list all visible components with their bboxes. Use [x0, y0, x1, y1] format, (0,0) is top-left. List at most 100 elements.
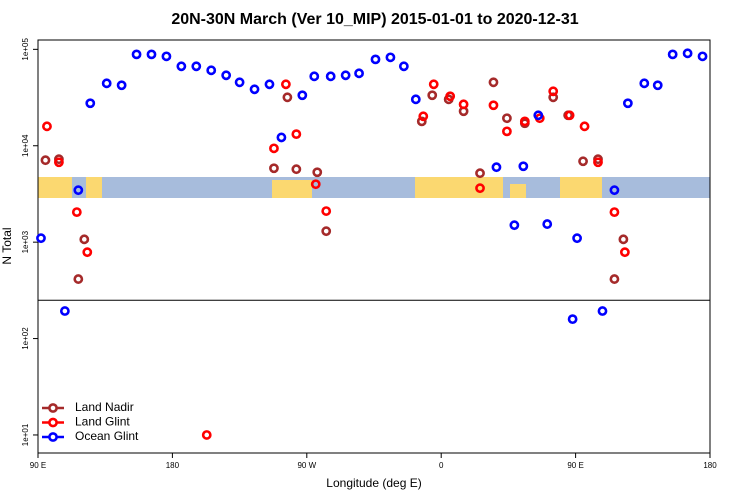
point [282, 92, 293, 103]
point [116, 80, 127, 91]
y-tick-label: 1e+04 [21, 134, 30, 157]
point [518, 161, 529, 172]
point [85, 98, 96, 109]
point [579, 121, 590, 132]
point [264, 79, 275, 90]
point [82, 247, 93, 258]
point [201, 430, 212, 440]
legend-label: Ocean Glint [75, 429, 139, 443]
point [491, 162, 502, 173]
point [445, 91, 456, 102]
point [269, 143, 279, 154]
point [572, 233, 582, 244]
point [297, 90, 308, 101]
point [221, 70, 232, 81]
point [667, 49, 678, 60]
y-tick-label: 1e+05 [21, 38, 30, 61]
point [519, 116, 530, 127]
point [206, 65, 217, 76]
legend-label: Land Glint [75, 415, 130, 429]
x-tick-label: 0 [439, 461, 444, 470]
point [597, 306, 608, 316]
point [191, 61, 202, 72]
legend-marker [48, 417, 58, 428]
point [509, 220, 520, 231]
x-tick-label: 90 E [567, 461, 583, 470]
point [502, 126, 512, 137]
point [59, 306, 70, 316]
y-axis-label: N Total [0, 227, 14, 264]
map-ocean [38, 177, 710, 198]
point [276, 132, 287, 143]
point [54, 157, 64, 168]
point [321, 206, 332, 216]
point [428, 79, 439, 90]
point [609, 185, 620, 196]
legend-marker [48, 403, 58, 413]
point [312, 167, 323, 178]
point [488, 100, 499, 111]
point [131, 49, 142, 60]
point [40, 155, 51, 166]
y-tick-label: 1e+01 [21, 423, 30, 446]
point [269, 163, 279, 174]
point [291, 129, 302, 140]
point [427, 90, 438, 101]
point [385, 52, 396, 63]
point [36, 233, 46, 244]
legend-marker [48, 432, 58, 442]
point [502, 113, 512, 124]
point [578, 156, 588, 167]
point [639, 78, 650, 89]
point [619, 247, 630, 258]
point [325, 71, 336, 82]
point [161, 51, 172, 62]
point [609, 207, 620, 217]
x-tick-label: 90 E [30, 461, 46, 470]
point [398, 61, 409, 72]
point [73, 274, 84, 284]
point [249, 84, 260, 95]
point [652, 80, 663, 91]
point [146, 49, 157, 60]
point [234, 77, 245, 88]
point [101, 78, 112, 89]
point [697, 51, 708, 62]
x-tick-label: 180 [166, 461, 180, 470]
x-axis-label: Longitude (deg E) [326, 476, 421, 490]
point [458, 99, 469, 110]
point [475, 183, 485, 194]
point [79, 234, 90, 245]
chart-title: 20N-30N March (Ver 10_MIP) 2015-01-01 to… [171, 11, 578, 28]
point [280, 79, 291, 90]
point [542, 219, 553, 229]
point [533, 110, 544, 121]
y-tick-label: 1e+03 [21, 230, 30, 253]
point [609, 274, 620, 284]
point [567, 314, 578, 325]
point [593, 157, 603, 168]
point [310, 179, 321, 190]
point [618, 234, 629, 245]
point [548, 86, 559, 97]
point [321, 226, 332, 237]
x-tick-label: 90 W [297, 461, 316, 470]
point [564, 110, 575, 121]
point [410, 94, 421, 105]
point [622, 98, 633, 109]
point [176, 61, 187, 72]
point [42, 121, 52, 132]
plot-frame [37, 39, 711, 454]
point [488, 77, 499, 88]
legend-label: Land Nadir [75, 400, 134, 414]
point [418, 111, 429, 122]
point [291, 164, 302, 175]
point [309, 71, 320, 82]
point [370, 54, 381, 65]
point [354, 68, 364, 79]
point [416, 116, 427, 127]
point [340, 70, 351, 81]
point [71, 207, 82, 217]
y-tick-label: 1e+02 [21, 327, 30, 350]
